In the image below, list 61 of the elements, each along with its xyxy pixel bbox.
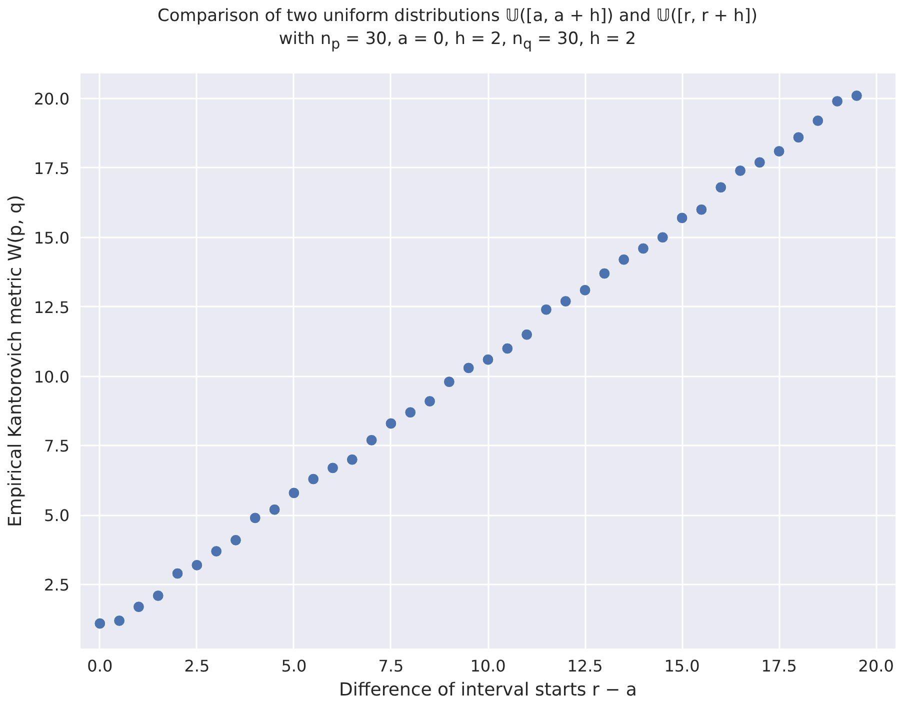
x-tick-label: 2.5	[184, 656, 210, 676]
chart-subtitle: with n$_{p}$ = 30, a = 0, h = 2, n$_{q}$ = 30, h = 2	[278, 28, 638, 54]
y-tick-label: 17.5	[34, 158, 70, 178]
point	[502, 342, 514, 354]
point	[327, 462, 339, 474]
point	[579, 284, 591, 296]
point	[656, 232, 668, 244]
point	[288, 487, 300, 499]
point	[132, 601, 144, 613]
point	[308, 473, 320, 485]
point	[230, 534, 242, 546]
point	[462, 362, 474, 374]
chart-title: Comparison of two uniform distributions 𝕌([a, a + h]) and 𝕌([r, r + h])	[158, 5, 758, 28]
point	[424, 396, 436, 408]
point	[792, 132, 804, 144]
y-tick-label: 15.0	[34, 228, 70, 248]
y-tick-label: 2.5	[44, 576, 70, 595]
point	[443, 376, 455, 388]
point	[676, 212, 688, 224]
x-tick-label: 20.0	[858, 656, 894, 676]
x-axis-title: Difference of interval starts r − a	[339, 680, 637, 700]
point	[404, 406, 416, 418]
point	[560, 296, 572, 308]
x-tick-label: 0.0	[87, 656, 113, 676]
point	[366, 434, 378, 446]
x-tick-label: 15.0	[664, 656, 700, 676]
point	[637, 242, 649, 254]
point	[618, 254, 630, 266]
point	[385, 418, 397, 430]
point	[346, 454, 358, 466]
point	[696, 204, 708, 216]
point	[540, 304, 552, 316]
point	[94, 618, 106, 630]
point	[850, 90, 862, 102]
y-tick-label: 7.5	[44, 436, 70, 456]
x-tick-label: 7.5	[378, 656, 404, 676]
point	[812, 114, 824, 126]
y-tick-label: 5.0	[44, 506, 70, 526]
point	[754, 156, 766, 168]
point	[191, 559, 203, 571]
point	[521, 328, 533, 340]
x-tick-label: 5.0	[281, 656, 307, 676]
point	[114, 614, 126, 626]
point	[249, 512, 261, 524]
x-tick-label: 10.0	[470, 656, 506, 676]
point	[715, 182, 727, 194]
y-tick-label: 20.0	[34, 90, 70, 108]
y-tick-label: 10.0	[34, 367, 70, 386]
x-tick-label: 17.5	[761, 656, 797, 676]
x-tick-label: 12.5	[567, 656, 603, 676]
point	[482, 354, 494, 366]
point	[152, 590, 164, 602]
point	[773, 146, 785, 158]
point	[210, 546, 222, 558]
point	[598, 268, 610, 280]
point	[172, 568, 184, 580]
point	[268, 504, 280, 516]
y-tick-label: 12.5	[34, 298, 70, 317]
y-axis-title: Empirical Kantorovich metric W(p, q)	[4, 195, 26, 527]
point	[734, 164, 746, 176]
point	[832, 96, 844, 108]
